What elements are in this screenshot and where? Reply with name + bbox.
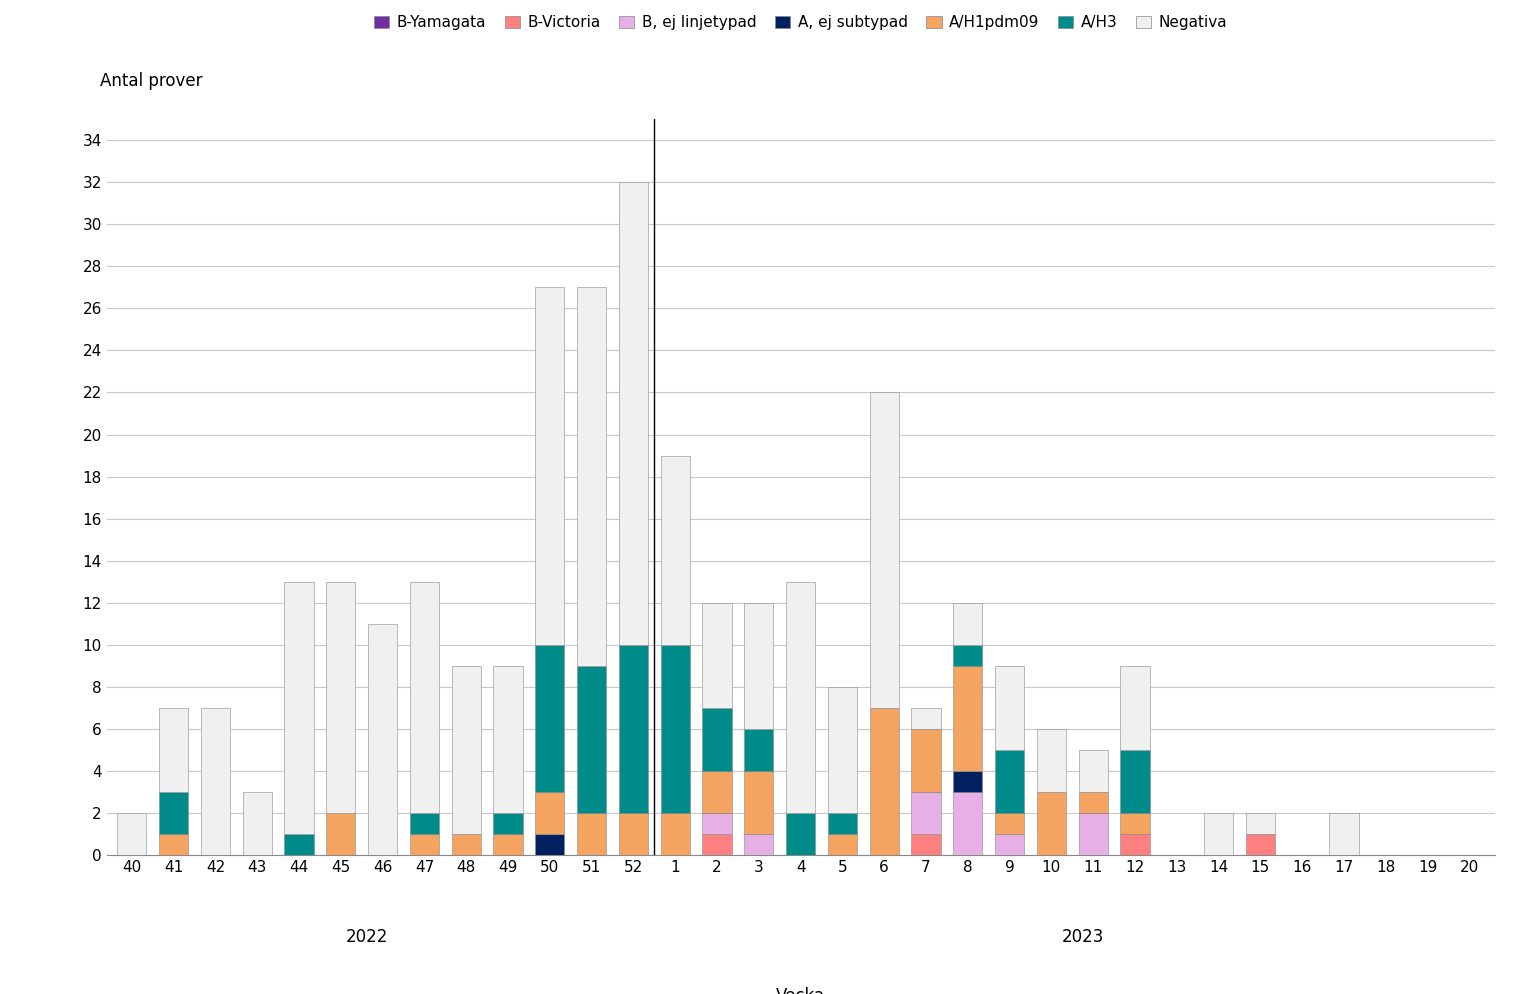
Bar — [660, 813, 689, 855]
Bar — [953, 792, 982, 855]
Bar — [1246, 834, 1275, 855]
Bar — [703, 770, 732, 813]
Bar — [744, 729, 773, 770]
Bar — [576, 287, 607, 666]
Bar — [494, 834, 523, 855]
Bar — [703, 813, 732, 834]
Bar — [159, 834, 188, 855]
Bar — [201, 708, 230, 855]
Bar — [828, 813, 857, 834]
Bar — [703, 834, 732, 855]
Text: 2022: 2022 — [346, 928, 389, 946]
Bar — [1121, 749, 1150, 813]
Bar — [1246, 813, 1275, 834]
Bar — [912, 834, 941, 855]
Bar — [744, 770, 773, 834]
Bar — [535, 834, 564, 855]
Bar — [326, 581, 355, 813]
Bar — [535, 792, 564, 834]
Bar — [785, 813, 816, 855]
Bar — [953, 770, 982, 792]
Bar — [619, 182, 648, 645]
Bar — [744, 834, 773, 855]
Bar — [451, 834, 480, 855]
Bar — [1330, 813, 1359, 855]
Bar — [1121, 813, 1150, 834]
Bar — [703, 602, 732, 708]
Bar — [994, 749, 1025, 813]
Bar — [912, 792, 941, 834]
Bar — [159, 792, 188, 834]
Bar — [953, 645, 982, 666]
Bar — [1078, 749, 1107, 792]
Bar — [576, 666, 607, 813]
Bar — [410, 834, 439, 855]
Bar — [953, 602, 982, 645]
Bar — [535, 287, 564, 645]
Bar — [159, 708, 188, 792]
Bar — [242, 792, 271, 855]
Bar — [494, 666, 523, 813]
Bar — [326, 813, 355, 855]
Bar — [1078, 792, 1107, 813]
Bar — [619, 813, 648, 855]
Bar — [953, 666, 982, 770]
Bar — [494, 813, 523, 834]
Bar — [828, 834, 857, 855]
Bar — [912, 708, 941, 729]
Bar — [912, 729, 941, 792]
Text: Vecka: Vecka — [776, 987, 825, 994]
Bar — [994, 813, 1025, 834]
Bar — [535, 645, 564, 792]
Bar — [703, 708, 732, 770]
Bar — [660, 645, 689, 813]
Bar — [1037, 792, 1066, 855]
Bar — [284, 834, 314, 855]
Bar — [660, 455, 689, 645]
Text: Antal prover: Antal prover — [99, 72, 203, 89]
Bar — [117, 813, 146, 855]
Bar — [410, 813, 439, 834]
Bar — [451, 666, 480, 834]
Bar — [1078, 813, 1107, 855]
Bar — [410, 581, 439, 813]
Bar — [368, 623, 396, 855]
Bar — [1121, 666, 1150, 749]
Bar — [828, 687, 857, 813]
Legend: B-Yamagata, B-Victoria, B, ej linjetypad, A, ej subtypad, A/H1pdm09, A/H3, Negat: B-Yamagata, B-Victoria, B, ej linjetypad… — [368, 9, 1234, 37]
Bar — [1205, 813, 1234, 855]
Bar — [1037, 729, 1066, 792]
Bar — [576, 813, 607, 855]
Bar — [869, 708, 898, 855]
Bar — [619, 645, 648, 813]
Bar — [1121, 834, 1150, 855]
Bar — [284, 581, 314, 834]
Bar — [994, 834, 1025, 855]
Bar — [785, 581, 816, 813]
Bar — [869, 393, 898, 708]
Bar — [744, 602, 773, 729]
Bar — [994, 666, 1025, 749]
Text: 2023: 2023 — [1061, 928, 1104, 946]
